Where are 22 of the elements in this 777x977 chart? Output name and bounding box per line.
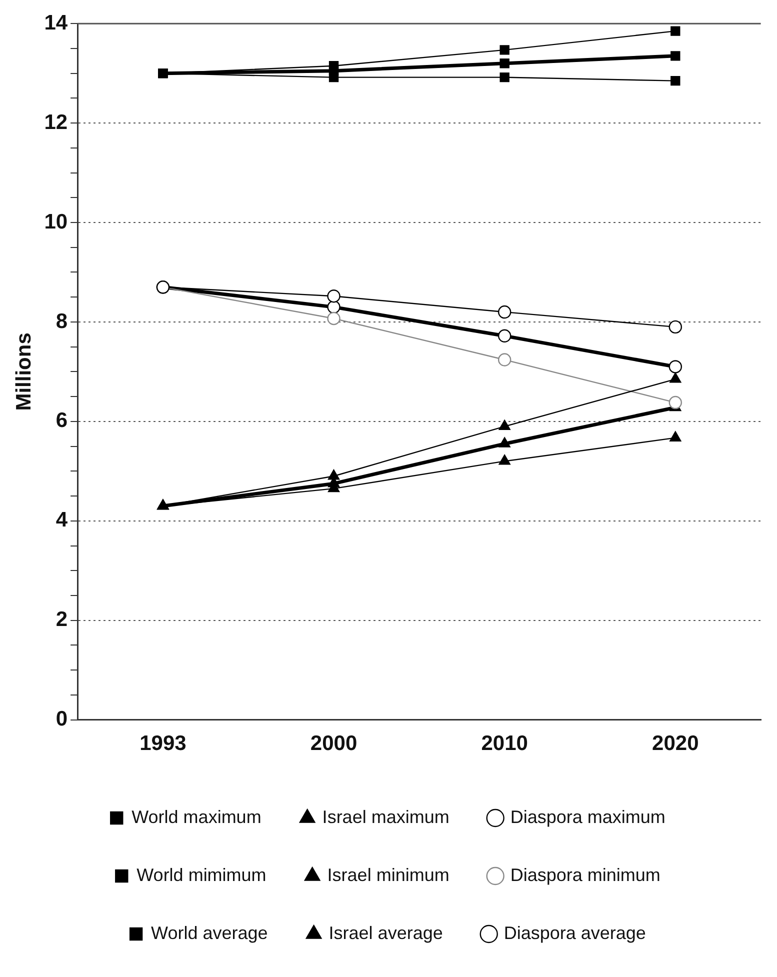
y-tick-label: 12 [44,110,68,134]
y-axis-title: Millions [12,332,36,411]
y-tick-label: 8 [56,310,68,333]
legend-label: Israel average [328,922,443,943]
y-tick-label: 2 [56,608,68,632]
legend-label: Diaspora minimum [510,864,660,885]
y-tick-label: 4 [56,508,68,532]
legend-label: Israel maximum [322,806,450,827]
x-tick-label: 2010 [481,732,528,756]
legend-label: Diaspora average [504,922,646,943]
x-tick-label: 2020 [652,732,699,756]
y-tick-label: 0 [56,708,68,731]
x-tick-label: 2000 [310,732,358,756]
legend-label: Diaspora maximum [510,806,666,827]
legend-label: Israel minimum [327,864,450,885]
legend-label: World mimimum [136,864,266,885]
y-tick-label: 6 [56,409,68,432]
y-tick-label: 10 [44,210,68,234]
y-tick-label: 14 [44,11,68,34]
legend-label: World average [151,922,268,943]
legend-label: World maximum [132,806,262,827]
x-tick-label: 1993 [140,732,186,756]
